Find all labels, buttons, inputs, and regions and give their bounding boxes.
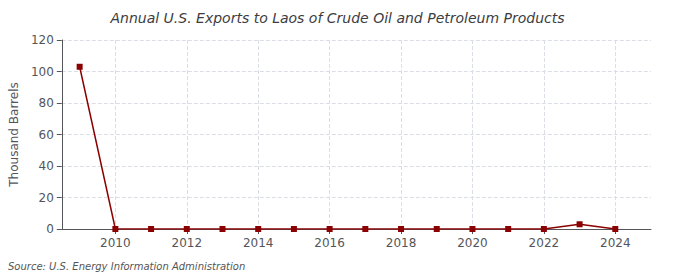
svg-text:120: 120 [31, 33, 54, 47]
svg-text:2018: 2018 [386, 236, 417, 250]
svg-text:2012: 2012 [172, 236, 203, 250]
svg-text:20: 20 [39, 191, 54, 205]
svg-text:100: 100 [31, 65, 54, 79]
svg-text:Source: U.S. Energy Informatio: Source: U.S. Energy Information Administ… [8, 261, 245, 272]
svg-text:2020: 2020 [457, 236, 488, 250]
svg-text:60: 60 [39, 128, 54, 142]
svg-text:2016: 2016 [314, 236, 345, 250]
svg-text:Thousand Barrels: Thousand Barrels [7, 82, 21, 187]
svg-text:40: 40 [39, 159, 54, 173]
svg-text:80: 80 [39, 96, 54, 110]
svg-text:2010: 2010 [100, 236, 131, 250]
svg-text:2024: 2024 [600, 236, 631, 250]
svg-text:2022: 2022 [529, 236, 560, 250]
svg-text:0: 0 [46, 222, 54, 236]
svg-text:2014: 2014 [243, 236, 274, 250]
svg-text:Annual U.S. Exports to Laos of: Annual U.S. Exports to Laos of Crude Oil… [109, 10, 564, 26]
